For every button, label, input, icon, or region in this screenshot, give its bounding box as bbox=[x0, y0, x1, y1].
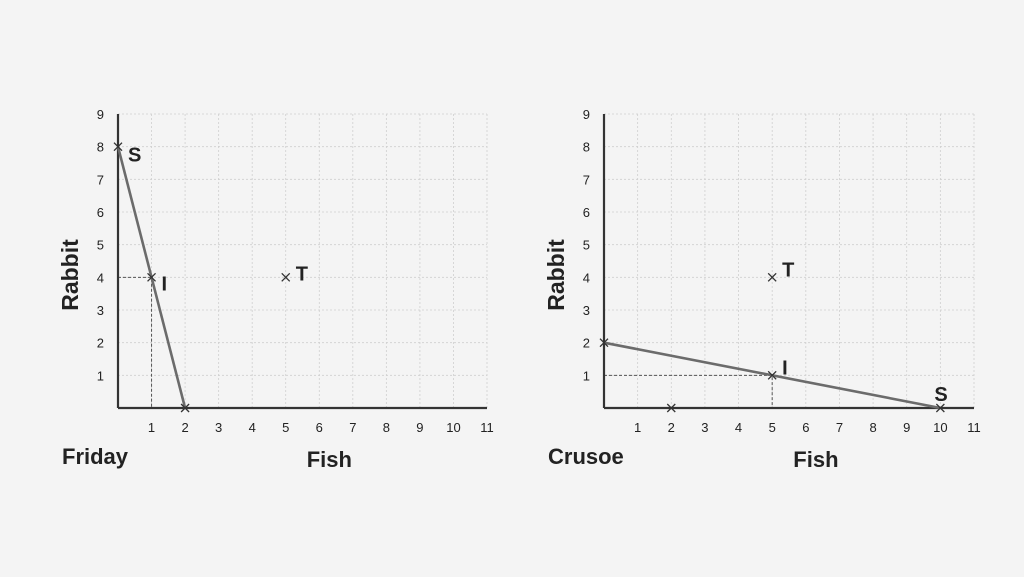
y-tick-label: 1 bbox=[583, 368, 590, 383]
y-tick-label: 4 bbox=[97, 270, 104, 285]
y-axis-title: Rabbit bbox=[543, 239, 569, 311]
x-tick-label: 3 bbox=[701, 420, 708, 435]
x-tick-label: 10 bbox=[446, 420, 460, 435]
x-tick-label: 7 bbox=[836, 420, 843, 435]
chart-crusoe: 1 2 3 4 5 6 7 8 9 10 11123456789ISTRabbitFishCruso… bbox=[543, 107, 981, 472]
y-tick-label: 6 bbox=[583, 205, 590, 220]
x-tick-label: 5 bbox=[282, 420, 289, 435]
x-tick-label: 6 bbox=[802, 420, 809, 435]
x-tick-label: 1 bbox=[148, 420, 155, 435]
point-marker-i bbox=[147, 272, 157, 282]
point-marker bbox=[599, 338, 609, 348]
x-tick-label: 7 bbox=[349, 420, 356, 435]
y-tick-label: 5 bbox=[97, 238, 104, 253]
y-tick-label: 4 bbox=[583, 270, 590, 285]
point-label-s: S bbox=[934, 384, 947, 406]
x-tick-label: 8 bbox=[383, 420, 390, 435]
y-tick-label: 2 bbox=[97, 336, 104, 351]
y-tick-label: 1 bbox=[97, 368, 104, 383]
x-axis-title: Fish bbox=[793, 447, 838, 472]
x-tick-label: 8 bbox=[869, 420, 876, 435]
x-tick-label: 11 bbox=[480, 420, 494, 435]
point-label-i: I bbox=[162, 273, 168, 295]
y-tick-label: 8 bbox=[97, 140, 104, 155]
x-tick-label: 2 bbox=[181, 420, 188, 435]
point-marker-s bbox=[935, 403, 945, 413]
y-tick-label: 3 bbox=[97, 303, 104, 318]
x-tick-label: 4 bbox=[249, 420, 256, 435]
chart-name-label: Friday bbox=[62, 444, 129, 469]
y-tick-label: 8 bbox=[583, 140, 590, 155]
y-tick-label: 7 bbox=[97, 172, 104, 187]
x-tick-label: 3 bbox=[215, 420, 222, 435]
guide-line bbox=[118, 276, 153, 408]
x-tick-label: 4 bbox=[735, 420, 742, 435]
x-tick-label: 2 bbox=[668, 420, 675, 435]
y-axis-title: Rabbit bbox=[57, 239, 83, 311]
guide-line bbox=[604, 374, 773, 408]
x-tick-label: 9 bbox=[416, 420, 423, 435]
point-marker bbox=[180, 403, 190, 413]
point-marker-s bbox=[113, 142, 123, 152]
chart-name-label: Crusoe bbox=[548, 444, 624, 469]
x-tick-label: 10 bbox=[933, 420, 947, 435]
y-tick-label: 6 bbox=[97, 205, 104, 220]
x-tick-label: 9 bbox=[903, 420, 910, 435]
point-label-i: I bbox=[782, 357, 788, 379]
y-tick-label: 7 bbox=[583, 172, 590, 187]
x-tick-label: 1 bbox=[634, 420, 641, 435]
y-tick-label: 9 bbox=[583, 107, 590, 122]
y-tick-label: 2 bbox=[583, 336, 590, 351]
x-tick-label: 11 bbox=[967, 420, 981, 435]
point-marker-i bbox=[767, 370, 777, 380]
point-marker bbox=[666, 403, 676, 413]
x-axis-title: Fish bbox=[307, 447, 352, 472]
point-marker-t bbox=[281, 272, 291, 282]
x-tick-label: 5 bbox=[769, 420, 776, 435]
point-marker-t bbox=[767, 272, 777, 282]
y-tick-label: 9 bbox=[97, 107, 104, 122]
y-tick-label: 5 bbox=[583, 238, 590, 253]
x-tick-label: 6 bbox=[316, 420, 323, 435]
point-label-s: S bbox=[128, 145, 141, 167]
point-label-t: T bbox=[296, 263, 308, 285]
y-tick-label: 3 bbox=[583, 303, 590, 318]
point-label-t: T bbox=[782, 259, 794, 281]
